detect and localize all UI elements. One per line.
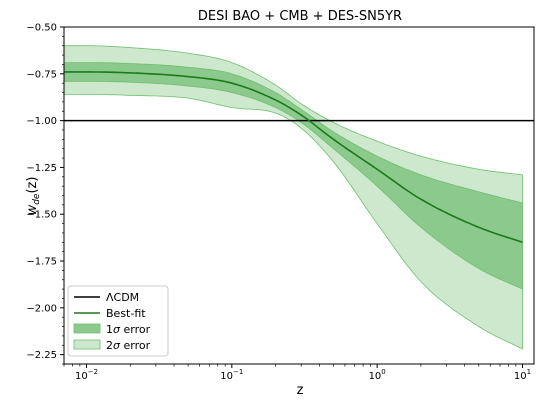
chart-lines	[64, 71, 534, 244]
x-tick-label: 100	[369, 368, 386, 382]
x-tick-label: 101	[514, 368, 531, 382]
error-bands	[63, 45, 523, 350]
legend-label-1sigma: 1σ error	[106, 323, 151, 336]
legend-label-2sigma: 2σ error	[106, 339, 151, 352]
y-axis-ticks: −0.50 −0.75 −1.00 −1.25 −1.50 −1.75 −2.00 −2.25	[26, 23, 64, 365]
y-tick-label: −0.75	[26, 69, 57, 80]
best-fit-line	[64, 71, 523, 244]
legend-swatch-1sigma	[73, 323, 101, 334]
legend-box	[67, 285, 169, 357]
y-axis-label-main: w	[25, 204, 40, 215]
y-tick-label: −1.75	[26, 257, 57, 268]
legend-label-2sigma-post: error	[120, 339, 151, 352]
y-axis-label: wde(z)	[25, 177, 42, 216]
y-tick-label: −1.00	[26, 116, 57, 127]
x-tick-label: 10−1	[220, 368, 243, 382]
legend-swatch-2sigma	[73, 339, 101, 350]
y-tick-label: −2.00	[26, 303, 57, 314]
legend-label-1sigma-sym: σ	[113, 323, 121, 336]
x-axis-label: z	[297, 383, 304, 398]
legend-label-best-fit: Best-fit	[106, 307, 146, 320]
y-axis-label-sub: de	[32, 193, 42, 205]
legend: ΛCDM Best-fit 1σ error 2σ error	[67, 285, 169, 357]
y-tick-label: −2.25	[26, 350, 57, 361]
x-tick-label: 10−2	[75, 368, 98, 382]
legend-label-lcdm: ΛCDM	[106, 291, 139, 304]
legend-label-2sigma-sym: σ	[113, 339, 121, 352]
y-tick-label: −0.50	[26, 23, 57, 34]
sigma1-band	[63, 62, 523, 290]
y-tick-label: −1.50	[26, 210, 57, 221]
y-axis-label-arg: (z)	[25, 177, 40, 194]
chart-title: DESI BAO + CMB + DES-SN5YR	[198, 9, 402, 24]
legend-label-1sigma-post: error	[120, 323, 151, 336]
y-tick-label: −1.25	[26, 163, 57, 174]
legend-label-2sigma-pre: 2	[106, 339, 113, 352]
x-axis-ticks: 10−2 10−1 100 101	[63, 364, 531, 382]
legend-label-1sigma-pre: 1	[106, 323, 113, 336]
